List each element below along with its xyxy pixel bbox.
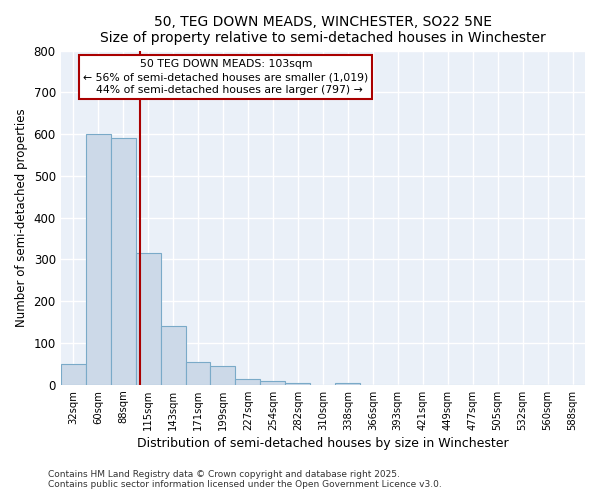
- Bar: [110, 138, 136, 385]
- Bar: [86, 134, 110, 385]
- Bar: [161, 326, 185, 385]
- Text: 50 TEG DOWN MEADS: 103sqm
← 56% of semi-detached houses are smaller (1,019)
  44: 50 TEG DOWN MEADS: 103sqm ← 56% of semi-…: [83, 59, 368, 96]
- Bar: [235, 378, 260, 385]
- Bar: [335, 382, 360, 385]
- Bar: [136, 253, 161, 385]
- Bar: [286, 382, 310, 385]
- Bar: [61, 364, 86, 385]
- X-axis label: Distribution of semi-detached houses by size in Winchester: Distribution of semi-detached houses by …: [137, 437, 509, 450]
- Bar: [211, 366, 235, 385]
- Bar: [185, 362, 211, 385]
- Title: 50, TEG DOWN MEADS, WINCHESTER, SO22 5NE
Size of property relative to semi-detac: 50, TEG DOWN MEADS, WINCHESTER, SO22 5NE…: [100, 15, 546, 45]
- Y-axis label: Number of semi-detached properties: Number of semi-detached properties: [15, 108, 28, 327]
- Bar: [260, 380, 286, 385]
- Text: Contains HM Land Registry data © Crown copyright and database right 2025.
Contai: Contains HM Land Registry data © Crown c…: [48, 470, 442, 489]
